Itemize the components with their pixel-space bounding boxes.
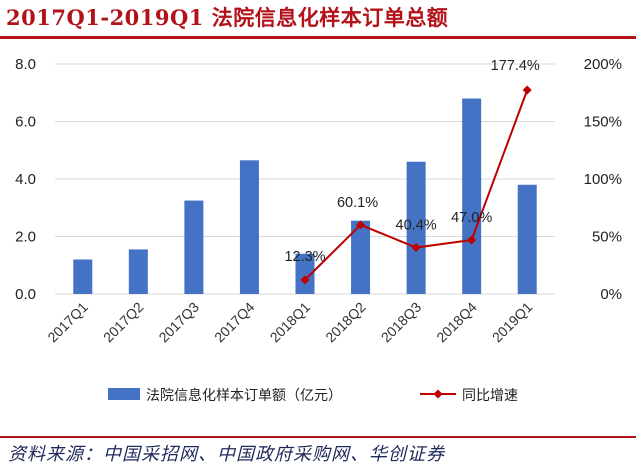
source-note: 资料来源：中国采招网、中国政府采购网、华创证券 bbox=[8, 444, 445, 465]
legend-line-marker bbox=[433, 389, 443, 399]
data-label: 12.3% bbox=[284, 249, 325, 265]
y-left-tick-label: 8.0 bbox=[15, 56, 36, 73]
bar bbox=[184, 200, 204, 294]
data-label: 40.4% bbox=[396, 218, 437, 234]
legend-line-label: 同比增速 bbox=[462, 388, 518, 404]
data-label: 60.1% bbox=[337, 195, 378, 211]
y-right-tick-label: 0% bbox=[600, 286, 622, 303]
growth-marker bbox=[300, 275, 310, 285]
x-tick-label: 2018Q3 bbox=[378, 299, 425, 346]
bar bbox=[239, 160, 259, 294]
x-tick-label: 2018Q2 bbox=[322, 299, 369, 346]
bar bbox=[128, 249, 148, 294]
y-left-tick-label: 0.0 bbox=[15, 286, 36, 303]
x-tick-label: 2018Q1 bbox=[267, 299, 314, 346]
x-tick-label: 2017Q3 bbox=[155, 299, 202, 346]
bar bbox=[351, 220, 371, 294]
bar bbox=[462, 98, 482, 294]
legend-bar-label: 法院信息化样本订单额（亿元） bbox=[146, 387, 342, 404]
y-right-tick-label: 200% bbox=[584, 56, 622, 73]
chart-title: 2017Q1-2019Q1 法院信息化样本订单总额 bbox=[6, 5, 449, 30]
y-left-tick-label: 2.0 bbox=[15, 229, 36, 246]
title-divider bbox=[0, 36, 636, 39]
y-right-tick-label: 100% bbox=[584, 171, 622, 188]
x-tick-label: 2017Q2 bbox=[100, 299, 147, 346]
data-label: 47.0% bbox=[451, 210, 492, 226]
y-left-tick-label: 4.0 bbox=[15, 171, 36, 188]
bar bbox=[73, 259, 93, 294]
bar bbox=[406, 161, 426, 294]
growth-marker bbox=[356, 220, 366, 230]
growth-marker bbox=[411, 243, 421, 253]
y-right-tick-label: 50% bbox=[592, 229, 622, 246]
x-tick-label: 2019Q1 bbox=[489, 299, 536, 346]
x-tick-label: 2017Q1 bbox=[44, 299, 91, 346]
growth-marker bbox=[522, 85, 532, 95]
growth-marker bbox=[467, 235, 477, 245]
data-label: 177.4% bbox=[491, 58, 540, 74]
source-divider bbox=[0, 436, 636, 438]
y-right-tick-label: 150% bbox=[584, 114, 622, 131]
x-tick-label: 2018Q4 bbox=[433, 299, 480, 346]
x-tick-label: 2017Q4 bbox=[211, 299, 258, 346]
bar bbox=[517, 184, 537, 294]
bar bbox=[295, 253, 315, 294]
legend-bar-swatch bbox=[108, 388, 140, 400]
chart: 0.02.04.06.08.00%50%100%150%200%2017Q1 20… bbox=[15, 56, 622, 404]
y-left-tick-label: 6.0 bbox=[15, 114, 36, 131]
